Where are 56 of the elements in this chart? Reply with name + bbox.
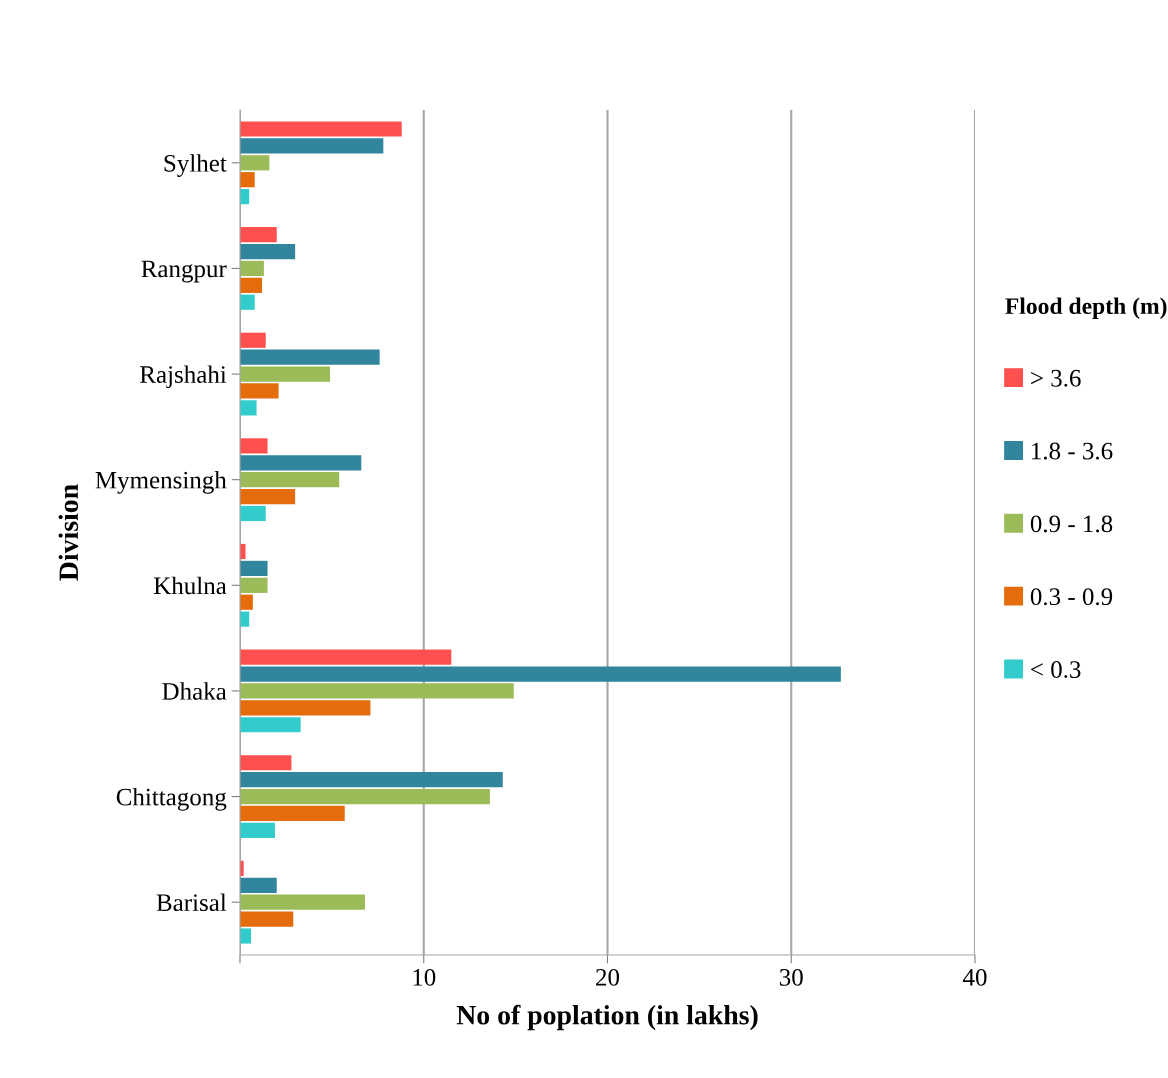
bar [240, 138, 384, 154]
bar [240, 172, 255, 188]
bar [240, 700, 371, 716]
bar [240, 472, 340, 488]
bar [240, 560, 268, 577]
bar [240, 594, 253, 610]
legend-label: 0.3 - 0.9 [1030, 588, 1113, 606]
bar [240, 577, 268, 593]
bar [240, 911, 294, 927]
x-tick-label: 40 [962, 968, 987, 986]
bar [240, 349, 380, 365]
bar [240, 277, 263, 293]
y-tick-label: Rajshahi [140, 365, 227, 389]
legend-label: 1.8 - 3.6 [1032, 442, 1113, 460]
bar [240, 772, 503, 788]
bar [240, 717, 301, 733]
bar [240, 438, 268, 454]
y-tick-label: Chittagong [116, 787, 227, 811]
bar [240, 294, 255, 310]
y-tick-label: Rangpur [141, 260, 227, 283]
y-tick-label: Barisal [156, 893, 227, 912]
legend-title: Flood depth (m) [1005, 297, 1167, 319]
y-tick-label: Mymensingh [95, 471, 227, 494]
bar [240, 260, 264, 277]
bar [240, 788, 490, 805]
bar [240, 227, 277, 243]
bar [240, 488, 296, 505]
x-axis-title: No of poplation (in lakhs) [456, 1004, 758, 1031]
bar [240, 155, 270, 171]
bar [240, 400, 257, 416]
bar [240, 805, 345, 822]
bar [240, 121, 402, 137]
bar [240, 455, 362, 471]
y-tick-label: Khulna [153, 576, 227, 595]
y-tick-label: Dhaka [162, 682, 227, 700]
bar [240, 928, 252, 944]
bar [240, 383, 279, 399]
bar [240, 366, 331, 382]
x-tick-label: 10 [413, 968, 436, 986]
y-tick-label: Sylhet [164, 154, 227, 177]
legend-label: < 0.3 [1031, 661, 1081, 679]
bar [240, 822, 275, 838]
x-tick-label: 20 [596, 968, 620, 986]
bar [240, 755, 292, 771]
bar [240, 894, 365, 910]
legend-label: > 3.6 [1031, 369, 1081, 387]
bar [240, 877, 277, 893]
y-axis-title: Division [58, 484, 79, 581]
legend-label: 0.9 - 1.8 [1030, 515, 1113, 533]
bar [240, 243, 296, 260]
x-tick-label: 30 [779, 968, 803, 986]
bar [240, 332, 266, 348]
bar [240, 683, 514, 699]
bar [240, 505, 266, 522]
bar [240, 649, 452, 665]
bar [240, 666, 841, 682]
